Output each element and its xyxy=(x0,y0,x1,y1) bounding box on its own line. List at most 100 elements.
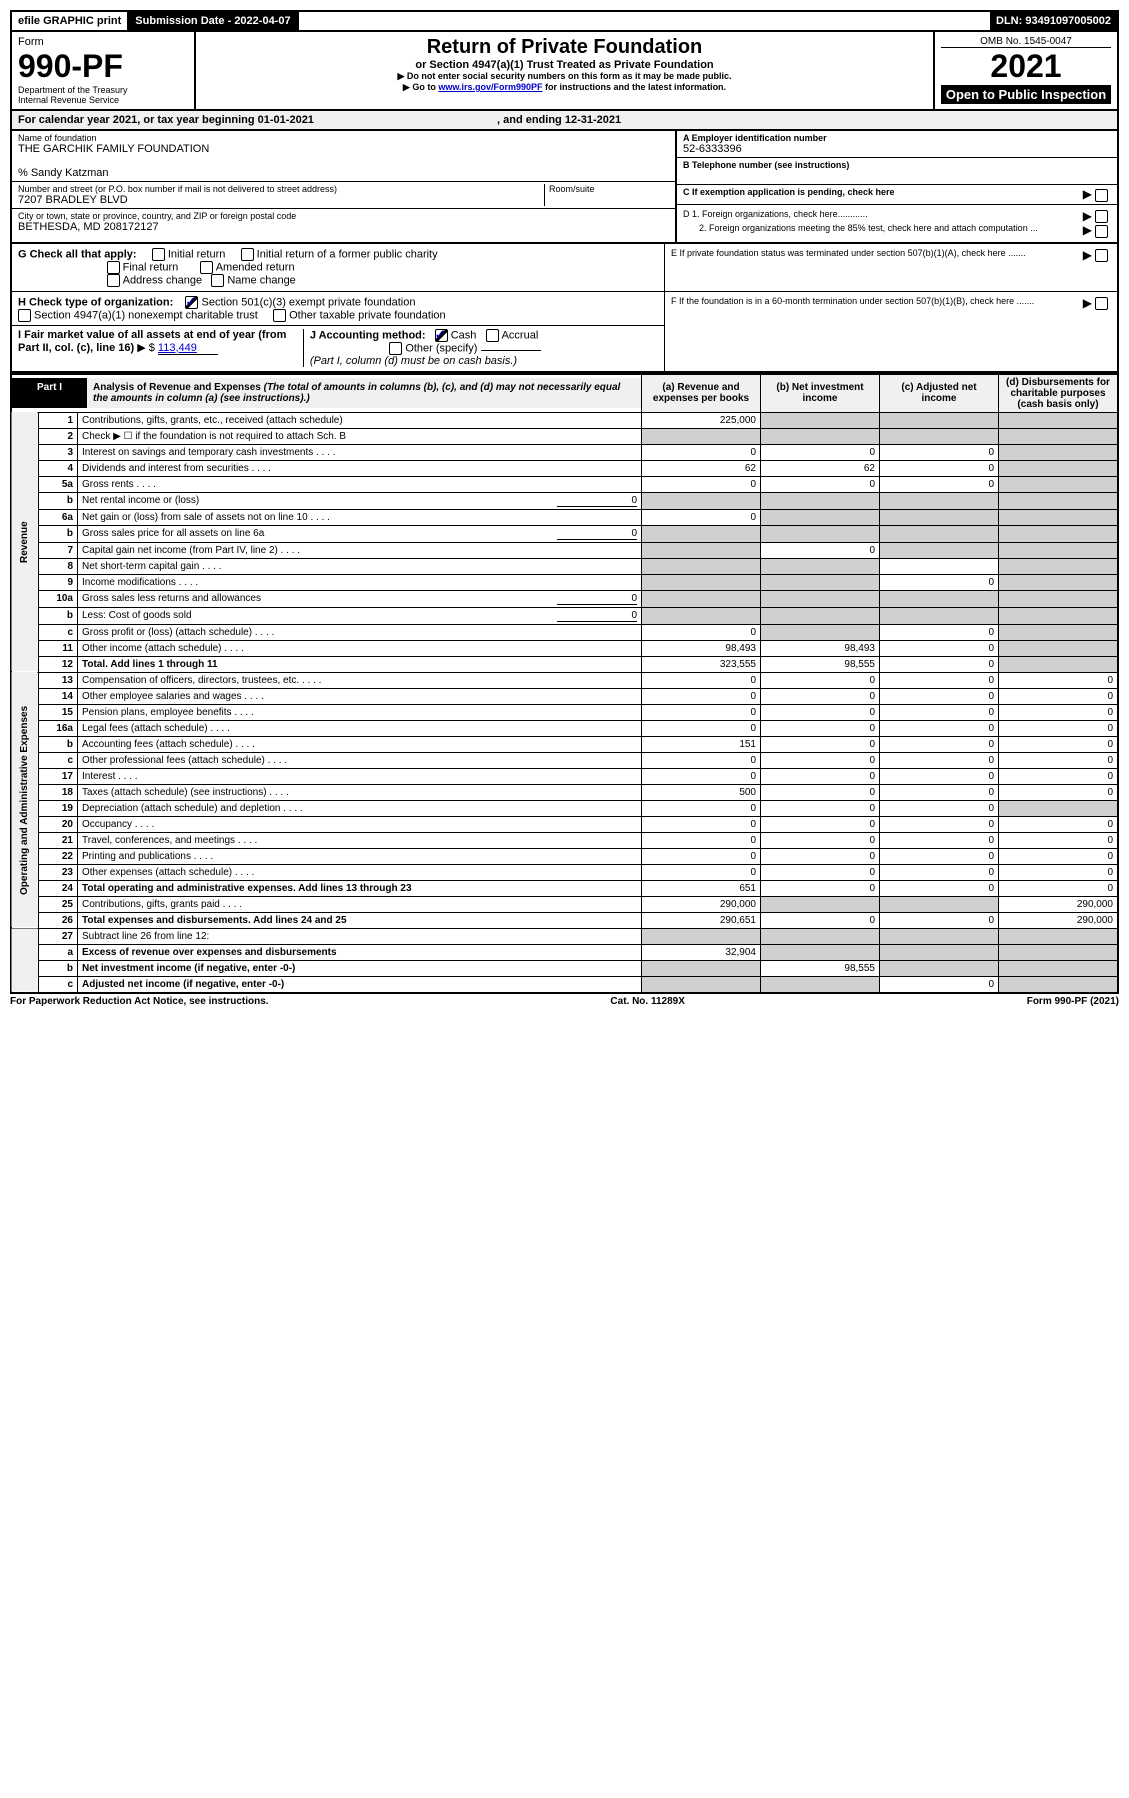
amount-cell xyxy=(880,607,999,624)
amount-cell xyxy=(761,492,880,509)
line-number: 11 xyxy=(39,640,78,656)
tel-label: B Telephone number (see instructions) xyxy=(683,160,1111,170)
amount-cell: 0 xyxy=(761,542,880,558)
amount-cell: 651 xyxy=(642,880,761,896)
fmv-value[interactable]: 113,449 xyxy=(158,342,218,355)
table-row: 24Total operating and administrative exp… xyxy=(11,880,1118,896)
line-number: 10a xyxy=(39,590,78,607)
amount-cell: 0 xyxy=(642,688,761,704)
pending-checkbox[interactable] xyxy=(1095,189,1108,202)
amount-cell xyxy=(880,525,999,542)
amount-cell: 290,000 xyxy=(642,896,761,912)
d1-checkbox[interactable] xyxy=(1095,210,1108,223)
cash-checkbox[interactable] xyxy=(435,329,448,342)
amount-cell: 0 xyxy=(880,688,999,704)
efile-label[interactable]: efile GRAPHIC print xyxy=(12,12,129,30)
amount-cell xyxy=(999,976,1119,993)
amount-cell: 62 xyxy=(761,460,880,476)
d2-checkbox[interactable] xyxy=(1095,225,1108,238)
amount-cell: 323,555 xyxy=(642,656,761,672)
line-number: b xyxy=(39,607,78,624)
amount-cell: 0 xyxy=(642,444,761,460)
amount-cell: 0 xyxy=(880,656,999,672)
amount-cell: 0 xyxy=(642,816,761,832)
line-number: 20 xyxy=(39,816,78,832)
amended-checkbox[interactable] xyxy=(200,261,213,274)
amount-cell xyxy=(642,492,761,509)
accrual-checkbox[interactable] xyxy=(486,329,499,342)
table-row: 17Interest . . . .0000 xyxy=(11,768,1118,784)
amount-cell xyxy=(999,640,1119,656)
line-description: Taxes (attach schedule) (see instruction… xyxy=(78,784,642,800)
other-method-checkbox[interactable] xyxy=(389,342,402,355)
amount-cell: 0 xyxy=(642,832,761,848)
irs: Internal Revenue Service xyxy=(18,95,188,105)
amount-cell: 0 xyxy=(642,624,761,640)
amount-cell xyxy=(880,509,999,525)
dept: Department of the Treasury xyxy=(18,85,188,95)
instructions-link[interactable]: www.irs.gov/Form990PF xyxy=(438,82,542,92)
amount-cell: 0 xyxy=(999,752,1119,768)
line-number: 1 xyxy=(39,412,78,428)
line-number: 5a xyxy=(39,476,78,492)
line-description: Travel, conferences, and meetings . . . … xyxy=(78,832,642,848)
amount-cell: 0 xyxy=(761,444,880,460)
section-label: Operating and Administrative Expenses xyxy=(11,672,39,928)
amount-cell: 0 xyxy=(761,672,880,688)
amount-cell xyxy=(999,624,1119,640)
line-number: 8 xyxy=(39,558,78,574)
addr-change-checkbox[interactable] xyxy=(107,274,120,287)
line-description: Other expenses (attach schedule) . . . . xyxy=(78,864,642,880)
cat-no: Cat. No. 11289X xyxy=(610,996,684,1007)
amount-cell: 0 xyxy=(642,864,761,880)
line-number: 3 xyxy=(39,444,78,460)
line-description: Compensation of officers, directors, tru… xyxy=(78,672,642,688)
room-label: Room/suite xyxy=(549,184,669,194)
f-checkbox[interactable] xyxy=(1095,297,1108,310)
j-note: (Part I, column (d) must be on cash basi… xyxy=(310,355,517,367)
table-row: bNet investment income (if negative, ent… xyxy=(11,960,1118,976)
e-checkbox[interactable] xyxy=(1095,249,1108,262)
line-number: 27 xyxy=(39,928,78,944)
section-label: Revenue xyxy=(11,412,39,672)
line-description: Net rental income or (loss) 0 xyxy=(78,492,642,509)
table-row: cGross profit or (loss) (attach schedule… xyxy=(11,624,1118,640)
amount-cell xyxy=(642,928,761,944)
amount-cell xyxy=(880,960,999,976)
amount-cell: 0 xyxy=(642,509,761,525)
4947-checkbox[interactable] xyxy=(18,309,31,322)
line-description: Occupancy . . . . xyxy=(78,816,642,832)
amount-cell xyxy=(999,428,1119,444)
line-description: Printing and publications . . . . xyxy=(78,848,642,864)
line-number: 17 xyxy=(39,768,78,784)
other-taxable-checkbox[interactable] xyxy=(273,309,286,322)
amount-cell xyxy=(642,960,761,976)
initial-former-checkbox[interactable] xyxy=(241,248,254,261)
final-return-checkbox[interactable] xyxy=(107,261,120,274)
501c3-checkbox[interactable] xyxy=(185,296,198,309)
line-number: 18 xyxy=(39,784,78,800)
table-row: 8Net short-term capital gain . . . . xyxy=(11,558,1118,574)
amount-cell xyxy=(761,928,880,944)
initial-return-checkbox[interactable] xyxy=(152,248,165,261)
form-title: Return of Private Foundation xyxy=(202,36,927,59)
amount-cell: 32,904 xyxy=(642,944,761,960)
line-number: 22 xyxy=(39,848,78,864)
note1: ▶ Do not enter social security numbers o… xyxy=(202,71,927,82)
amount-cell xyxy=(880,542,999,558)
name-change-checkbox[interactable] xyxy=(211,274,224,287)
table-row: cAdjusted net income (if negative, enter… xyxy=(11,976,1118,993)
amount-cell: 0 xyxy=(880,624,999,640)
line-description: Gross profit or (loss) (attach schedule)… xyxy=(78,624,642,640)
amount-cell: 0 xyxy=(880,832,999,848)
addr-label: Number and street (or P.O. box number if… xyxy=(18,184,544,194)
amount-cell: 0 xyxy=(880,574,999,590)
line-description: Contributions, gifts, grants, etc., rece… xyxy=(78,412,642,428)
amount-cell: 0 xyxy=(880,784,999,800)
amount-cell: 0 xyxy=(999,880,1119,896)
line-number: b xyxy=(39,960,78,976)
amount-cell xyxy=(880,412,999,428)
city-state-zip: BETHESDA, MD 208172127 xyxy=(18,221,669,233)
amount-cell: 0 xyxy=(880,460,999,476)
city-label: City or town, state or province, country… xyxy=(18,211,669,221)
